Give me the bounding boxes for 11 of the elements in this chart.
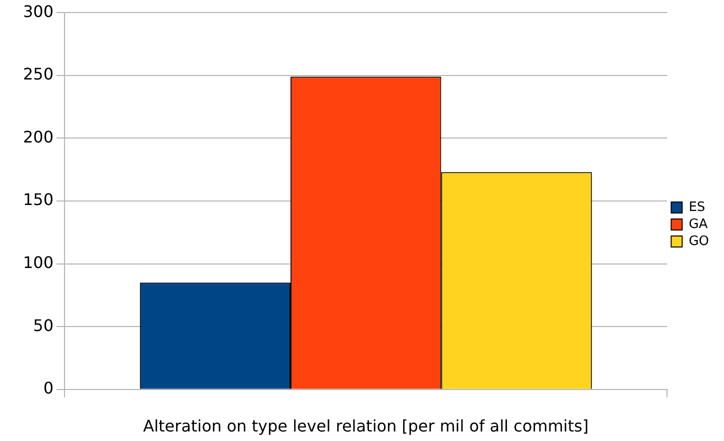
y-tick-label: 100	[22, 252, 54, 272]
y-tick-label: 300	[22, 2, 54, 21]
x-axis-title: Alteration on type level relation [per mil of all commits]	[143, 416, 589, 436]
y-tick-label: 250	[22, 64, 54, 84]
y-tick-label: 0	[43, 378, 54, 398]
legend-label: ES	[688, 200, 706, 215]
y-tick-label: 50	[33, 316, 54, 335]
y-tick-label: 150	[22, 190, 54, 210]
legend-label: GO	[688, 234, 710, 249]
y-tick-label: 200	[22, 127, 54, 146]
legend-label: GA	[688, 216, 708, 232]
